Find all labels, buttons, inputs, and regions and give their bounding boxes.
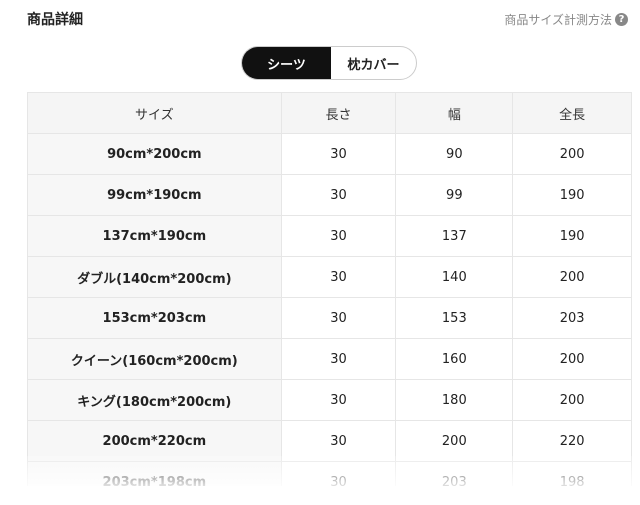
- cell-width: 180: [395, 379, 514, 421]
- cell-length: 30: [280, 338, 397, 380]
- cell-total-length: 200: [512, 133, 632, 175]
- cell-total-length: 200: [512, 338, 632, 380]
- cell-length: 30: [280, 174, 397, 216]
- cell-total-length: 200: [512, 256, 632, 298]
- cell-size: 99cm*190cm: [27, 174, 282, 216]
- column-header-width: 幅: [395, 92, 514, 134]
- product-type-toggle: シーツ 枕カバー: [241, 46, 417, 80]
- cell-width: 160: [395, 338, 514, 380]
- page-title: 商品詳細: [27, 12, 83, 28]
- cell-width: 137: [395, 215, 514, 257]
- cell-length: 30: [280, 215, 397, 257]
- cell-size: 153cm*203cm: [27, 297, 282, 339]
- cell-size: キング(180cm*200cm): [27, 379, 282, 421]
- cell-size: 200cm*220cm: [27, 420, 282, 462]
- table-row: 137cm*190cm 30 137 190: [27, 215, 632, 257]
- size-guide-label: 商品サイズ計測方法: [504, 13, 612, 27]
- cell-total-length: 190: [512, 174, 632, 216]
- table-row: 200cm*220cm 30 200 220: [27, 420, 632, 462]
- cell-width: 200: [395, 420, 514, 462]
- table-row: キング(180cm*200cm) 30 180 200: [27, 379, 632, 421]
- cell-width: 99: [395, 174, 514, 216]
- cell-length: 30: [280, 297, 397, 339]
- table-row: ダブル(140cm*200cm) 30 140 200: [27, 256, 632, 298]
- tab-pillowcase[interactable]: 枕カバー: [347, 57, 400, 73]
- column-header-size: サイズ: [27, 92, 282, 134]
- table-header-row: サイズ 長さ 幅 全長: [27, 92, 632, 134]
- table-row: 153cm*203cm 30 153 203: [27, 297, 632, 339]
- tab-sheets[interactable]: シーツ: [242, 47, 331, 79]
- table-row: 99cm*190cm 30 99 190: [27, 174, 632, 216]
- size-table-container[interactable]: サイズ 長さ 幅 全長 90cm*200cm 30 90 200 99cm*190cm 3…: [27, 92, 632, 486]
- cell-size: 137cm*190cm: [27, 215, 282, 257]
- cell-size: 90cm*200cm: [27, 133, 282, 175]
- column-header-total-length: 全長: [512, 92, 632, 134]
- cell-length: 30: [280, 133, 397, 175]
- cell-size: クイーン(160cm*200cm): [27, 338, 282, 380]
- cell-total-length: 190: [512, 215, 632, 257]
- cell-size: ダブル(140cm*200cm): [27, 256, 282, 298]
- cell-length: 30: [280, 256, 397, 298]
- table-row: 90cm*200cm 30 90 200: [27, 133, 632, 175]
- cell-length: 30: [280, 420, 397, 462]
- question-circle-icon: ?: [615, 13, 628, 26]
- cell-total-length: 203: [512, 297, 632, 339]
- scroll-fade: [27, 456, 632, 486]
- cell-width: 153: [395, 297, 514, 339]
- cell-width: 90: [395, 133, 514, 175]
- cell-width: 140: [395, 256, 514, 298]
- size-table: サイズ 長さ 幅 全長 90cm*200cm 30 90 200 99cm*190cm 3…: [27, 92, 632, 486]
- column-header-length: 長さ: [280, 92, 397, 134]
- cell-total-length: 200: [512, 379, 632, 421]
- table-row: クイーン(160cm*200cm) 30 160 200: [27, 338, 632, 380]
- cell-length: 30: [280, 379, 397, 421]
- size-guide-link[interactable]: 商品サイズ計測方法 ?: [504, 11, 628, 28]
